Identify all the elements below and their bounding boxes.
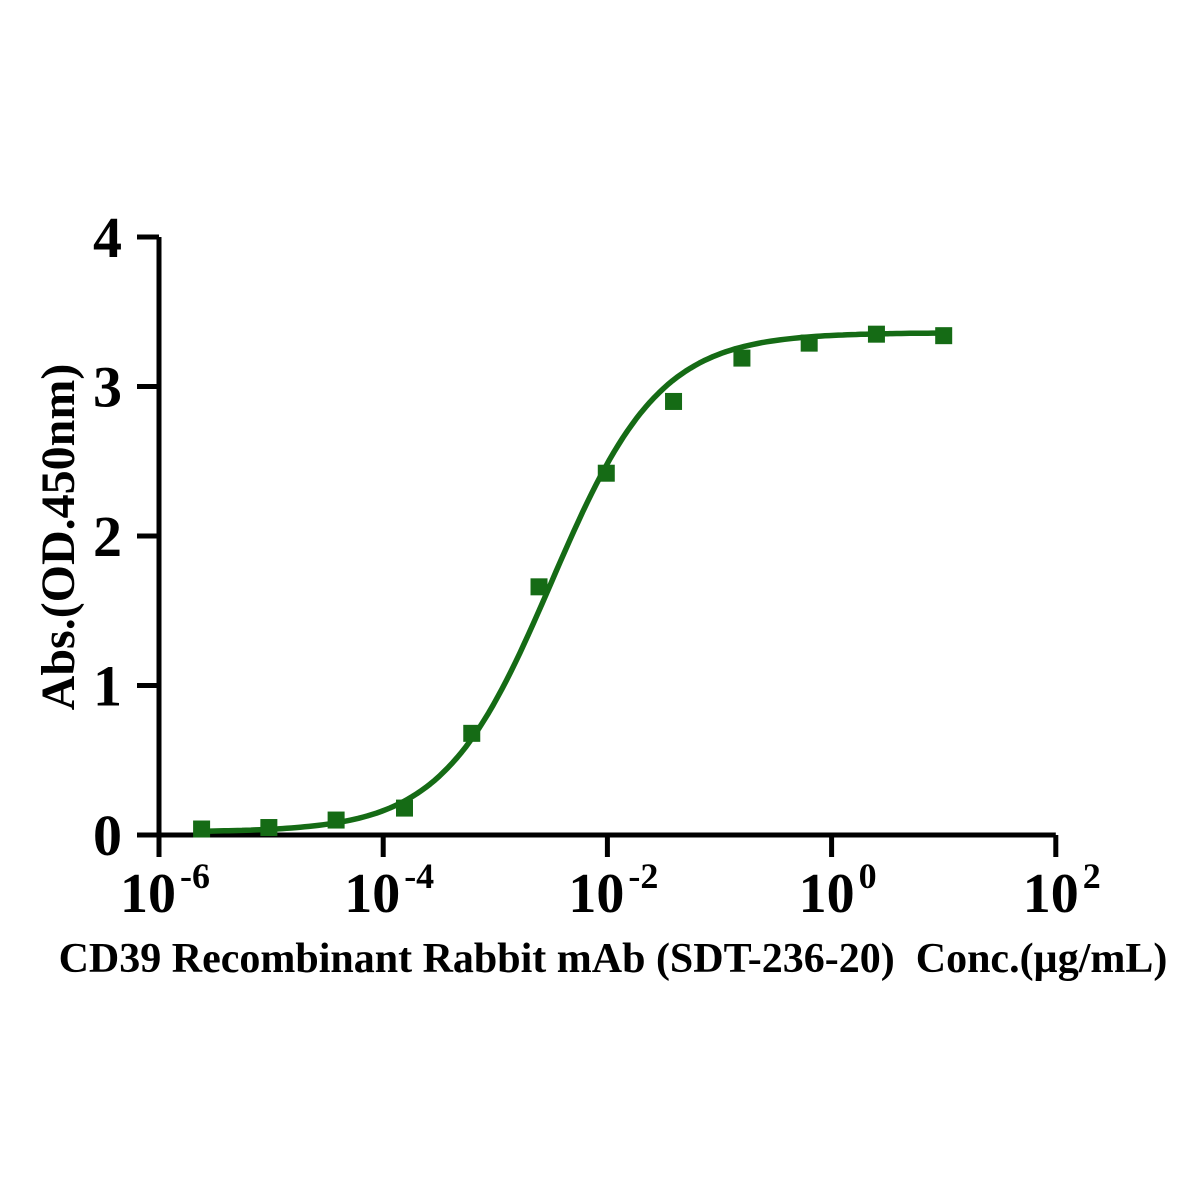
data-point-marker — [733, 349, 751, 367]
x-tick-label: 10 -2 — [568, 856, 658, 925]
fit-curve — [198, 330, 945, 834]
y-axis-tick-labels: 0 1 2 3 4 — [93, 205, 122, 868]
y-tick-label: 2 — [93, 504, 122, 569]
data-point-marker — [463, 724, 481, 742]
y-tick-label: 3 — [93, 355, 122, 420]
y-tick-label: 0 — [93, 803, 122, 868]
x-tick-label: 10 0 — [799, 856, 877, 925]
data-point-marker — [935, 327, 953, 345]
data-point-marker — [193, 820, 211, 838]
x-axis-title: CD39 Recombinant Rabbit mAb (SDT-236-20)… — [59, 936, 1168, 982]
x-axis-tick-labels: 10 -6 10 -4 10 -2 10 0 10 2 — [120, 856, 1101, 925]
x-tick-label: 10 -6 — [120, 856, 210, 925]
x-axis-ticks — [156, 835, 1059, 857]
data-point-marker — [665, 392, 683, 410]
y-tick-label: 1 — [93, 654, 122, 719]
data-point-marker — [867, 325, 885, 343]
data-point-marker — [530, 578, 548, 596]
data-point-marker — [800, 334, 818, 352]
axes — [156, 237, 1056, 838]
y-axis-ticks — [137, 234, 159, 838]
x-tick-label: 10 2 — [1023, 856, 1101, 925]
data-point-marker — [395, 799, 413, 817]
y-axis-title: Abs.(OD.450nm) — [32, 364, 85, 711]
data-point-marker — [597, 464, 615, 482]
data-point-marker — [260, 819, 278, 837]
plot-area — [193, 325, 953, 838]
y-tick-label: 4 — [93, 205, 122, 270]
x-tick-label: 10 -4 — [344, 856, 434, 925]
data-point-marker — [327, 811, 345, 829]
